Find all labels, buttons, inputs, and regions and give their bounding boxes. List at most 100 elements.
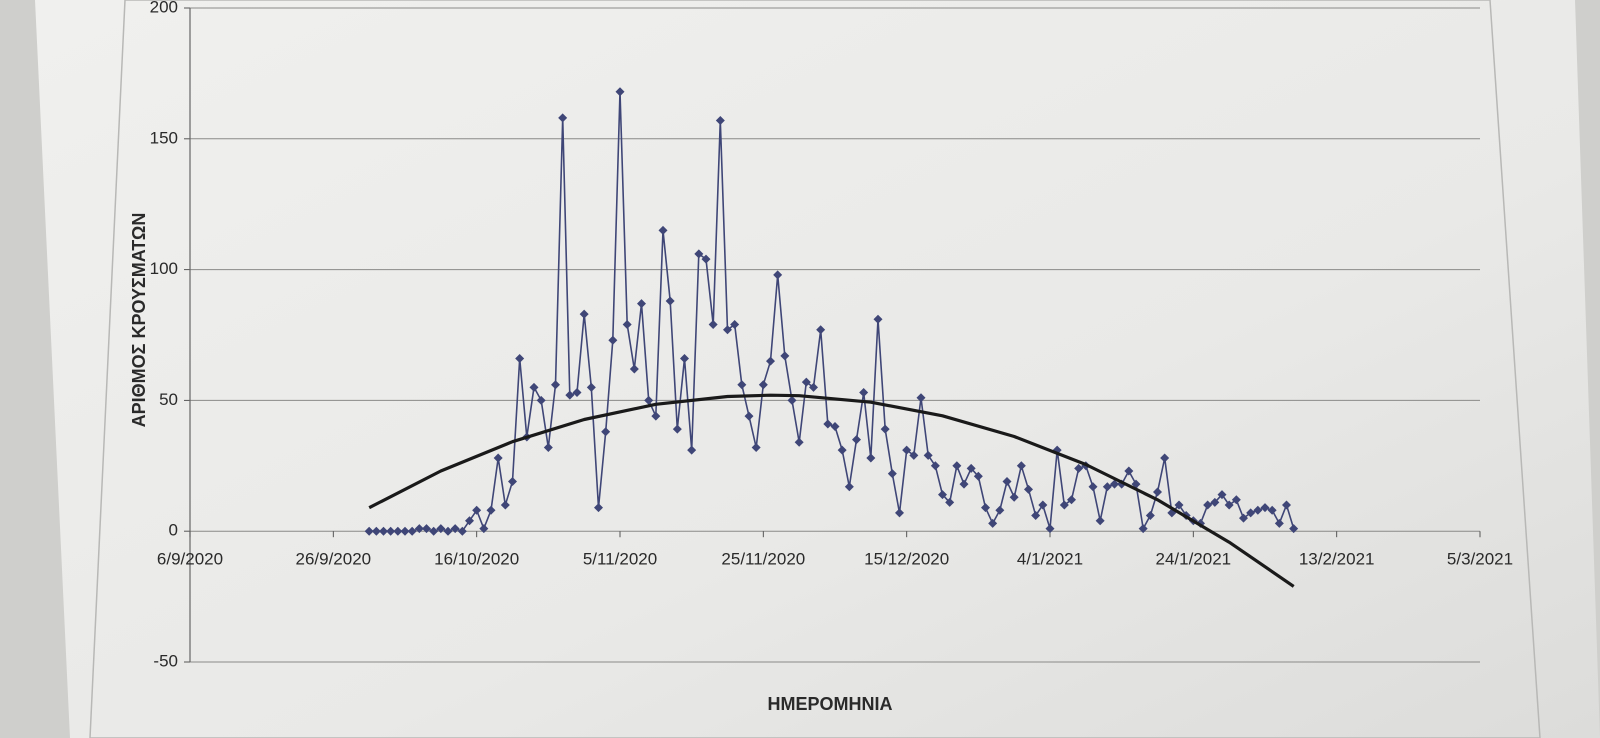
point (379, 526, 388, 536)
point (1174, 500, 1184, 510)
point (386, 526, 396, 536)
point (500, 500, 510, 510)
point (866, 453, 876, 463)
point (364, 526, 374, 536)
point (1088, 482, 1098, 492)
point (1253, 505, 1263, 515)
x-tick-label: 26/9/2020 (296, 550, 372, 569)
point (601, 427, 611, 437)
point (407, 526, 417, 536)
point (687, 445, 697, 455)
point (672, 424, 682, 434)
data-line (369, 90, 1295, 532)
point (945, 497, 955, 507)
x-tick-label: 13/2/2021 (1299, 550, 1375, 569)
trend-line (368, 393, 1295, 588)
y-tick-label: 100 (150, 259, 178, 278)
y-tick-label: 150 (150, 128, 178, 147)
point (837, 445, 847, 455)
point (1224, 500, 1234, 510)
point (479, 524, 489, 534)
point (586, 382, 596, 392)
point (830, 422, 840, 432)
x-tick-label: 24/1/2021 (1156, 550, 1232, 569)
chart-frame (89, 0, 1541, 738)
point (637, 299, 646, 309)
point (608, 335, 618, 345)
point (966, 463, 976, 473)
point (1282, 500, 1291, 510)
point (400, 526, 410, 536)
point (1231, 495, 1241, 505)
point (551, 380, 560, 390)
point (665, 296, 675, 306)
x-tick-label: 25/11/2020 (721, 550, 805, 569)
point (1160, 453, 1170, 463)
point (952, 461, 962, 471)
point (730, 320, 740, 330)
point (758, 380, 768, 390)
point (930, 461, 940, 471)
point (436, 524, 446, 534)
point (371, 526, 381, 536)
x-tick-label: 15/12/2020 (864, 550, 949, 569)
point (880, 424, 890, 434)
point (429, 526, 439, 536)
point (1260, 503, 1270, 513)
point (737, 380, 747, 390)
point (1124, 466, 1134, 476)
point (450, 524, 460, 534)
point (1153, 487, 1162, 497)
point (816, 325, 826, 335)
point (465, 516, 474, 526)
point (1074, 463, 1084, 473)
point (852, 435, 861, 445)
point (988, 518, 998, 528)
point (981, 503, 990, 513)
point (1024, 484, 1033, 494)
point (472, 505, 482, 515)
point (529, 382, 539, 392)
y-tick-label: -50 (153, 651, 178, 670)
point (723, 325, 732, 335)
point (457, 526, 467, 536)
point (422, 524, 431, 534)
point (1009, 492, 1019, 502)
point (787, 395, 797, 405)
point (651, 411, 661, 421)
point (579, 309, 589, 319)
point (414, 524, 424, 534)
point (658, 225, 668, 235)
point (751, 442, 761, 452)
point (1239, 513, 1248, 523)
point (1031, 511, 1041, 521)
point (938, 490, 947, 500)
point (486, 505, 496, 515)
point (644, 395, 654, 405)
point (572, 388, 582, 398)
point (1246, 508, 1256, 518)
y-tick-label: 200 (150, 0, 178, 16)
point (794, 437, 804, 447)
point (959, 479, 969, 489)
point (916, 393, 926, 403)
point (995, 505, 1005, 515)
point (1203, 500, 1213, 510)
point (1274, 518, 1284, 528)
x-tick-label: 5/11/2020 (583, 550, 657, 569)
point (629, 364, 639, 374)
point (701, 254, 711, 264)
point (780, 351, 790, 361)
point (1267, 505, 1277, 515)
point (558, 113, 568, 123)
point (1145, 511, 1155, 521)
x-tick-label: 16/10/2020 (434, 550, 519, 569)
point (1110, 479, 1119, 489)
point (1138, 524, 1148, 534)
point (1067, 495, 1076, 505)
point (766, 356, 775, 366)
point (1289, 524, 1299, 534)
point (393, 526, 403, 536)
point (1016, 461, 1026, 471)
point (715, 115, 725, 125)
